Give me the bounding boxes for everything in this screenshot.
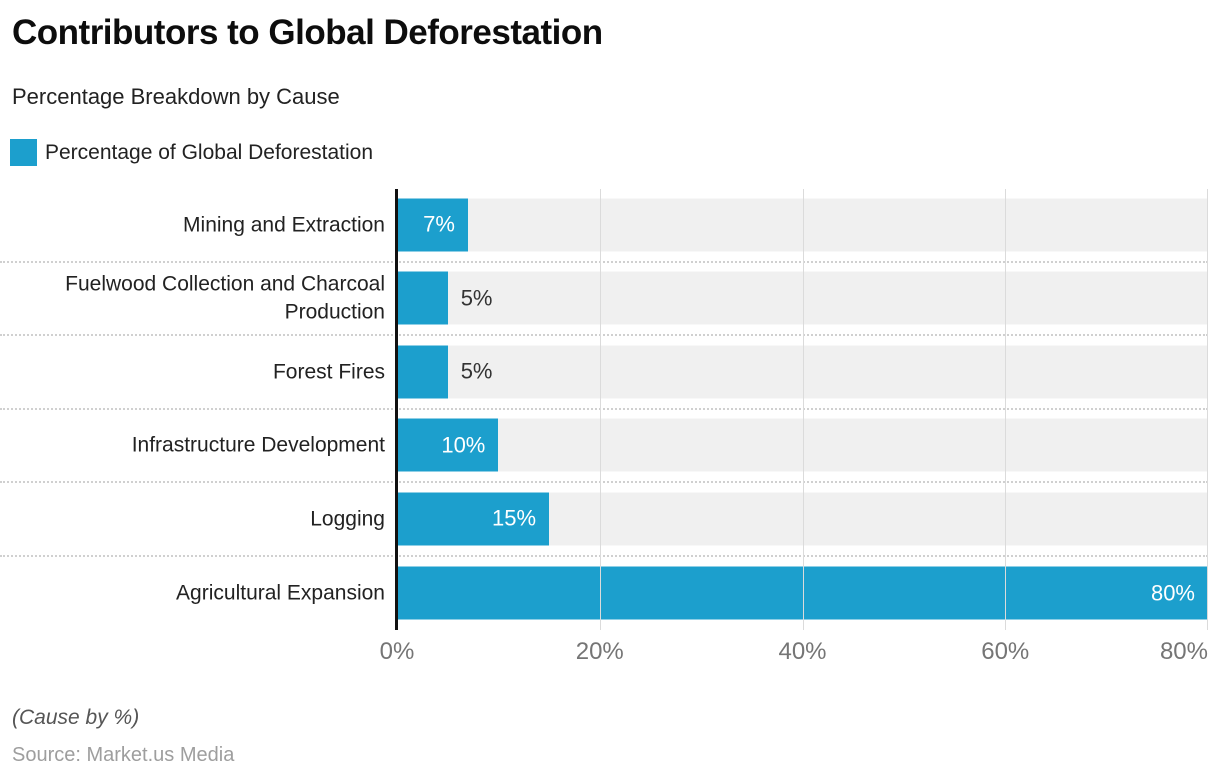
category-label: Logging <box>310 507 385 531</box>
x-tick-label: 40% <box>778 638 827 665</box>
legend-label: Percentage of Global Deforestation <box>45 140 374 164</box>
bar: 10% <box>397 418 499 472</box>
category-label: Mining and Extraction <box>183 213 385 237</box>
bar: 7% <box>397 198 468 252</box>
chart-row: Mining and Extraction 7% <box>0 189 1208 263</box>
x-axis: 0% 20% 40% 60% 80% <box>380 638 1208 668</box>
bar: 15% <box>397 492 550 546</box>
value-label: 15% <box>492 505 537 531</box>
page-title: Contributors to Global Deforestation <box>12 13 603 52</box>
x-tick-label: 20% <box>575 638 624 665</box>
axis-note: (Cause by %) <box>12 706 140 729</box>
bar-track: 5% <box>397 345 1208 399</box>
value-label: 7% <box>423 211 455 237</box>
bar-track: 5% <box>397 271 1208 325</box>
bar-track: 10% <box>397 418 1208 472</box>
x-tick-label: 0% <box>379 638 415 665</box>
bar-track: 15% <box>397 492 1208 546</box>
chart-row: Forest Fires 5% <box>0 336 1208 410</box>
value-label: 5% <box>460 285 493 311</box>
y-axis-line <box>395 189 398 630</box>
x-tick-label: 60% <box>981 638 1030 665</box>
chart-rows: Mining and Extraction 7% Fuelwood Collecti… <box>0 189 1208 630</box>
value-label: 5% <box>460 358 493 384</box>
category-label: Fuelwood Collection and Charcoal Product… <box>65 272 385 324</box>
value-label: 80% <box>1150 580 1195 606</box>
bar-chart: Mining and Extraction 7% Fuelwood Collecti… <box>0 189 1208 630</box>
bar-track: 80% <box>397 566 1208 620</box>
page-subtitle: Percentage Breakdown by Cause <box>12 84 340 109</box>
legend-swatch-icon <box>10 139 37 166</box>
category-label: Forest Fires <box>272 360 385 384</box>
category-label: Agricultural Expansion <box>176 581 385 605</box>
x-tick-label: 80% <box>1159 638 1208 665</box>
chart-row: Logging 15% <box>0 483 1208 557</box>
legend: Percentage of Global Deforestation <box>10 139 373 166</box>
source-credit: Source: Market.us Media <box>12 744 235 766</box>
chart-row: Fuelwood Collection and Charcoal Product… <box>0 263 1208 336</box>
chart-row: Infrastructure Development 10% <box>0 410 1208 483</box>
bar <box>397 345 448 399</box>
bar: 80% <box>397 566 1208 620</box>
value-label: 10% <box>441 432 486 458</box>
bar-track: 7% <box>397 198 1208 252</box>
chart-row: Agricultural Expansion 80% <box>0 557 1208 631</box>
bar <box>397 271 448 325</box>
category-label: Infrastructure Development <box>131 433 385 457</box>
